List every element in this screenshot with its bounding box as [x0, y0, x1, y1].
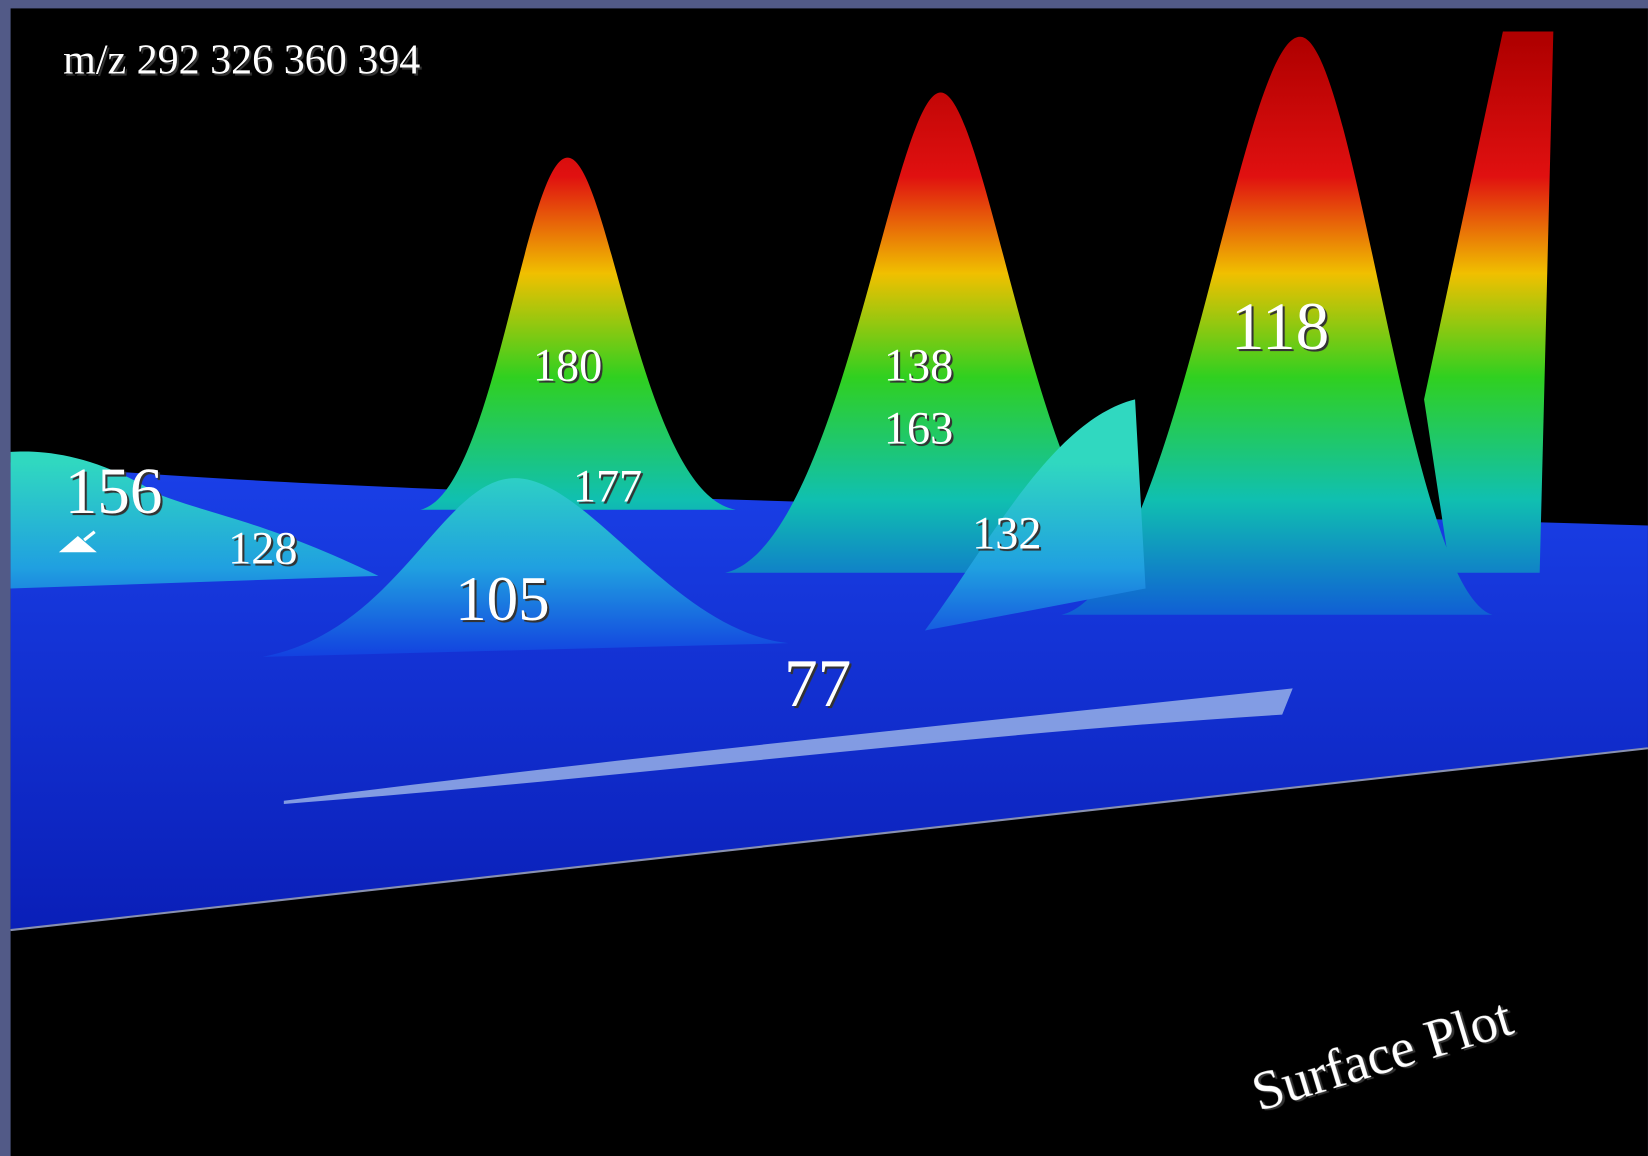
masses-label: m/z 292 326 360 394: [63, 38, 420, 84]
peak-label: 132: [972, 509, 1041, 560]
peak-label: 105: [455, 564, 550, 634]
peak-label: 128: [228, 523, 297, 574]
page: m/z 292 326 360 394 Surface Plot 1561281…: [0, 0, 1648, 1156]
peak-label: 177: [573, 461, 642, 512]
peak-label: 180: [533, 340, 602, 391]
peak-label: 156: [65, 456, 163, 528]
peak-label: 138: [884, 340, 953, 391]
peak-label: 163: [884, 403, 953, 454]
slide: m/z 292 326 360 394 Surface Plot 1561281…: [0, 0, 1648, 1156]
peak-label: 77: [784, 646, 851, 721]
peak-label: 118: [1231, 289, 1329, 364]
